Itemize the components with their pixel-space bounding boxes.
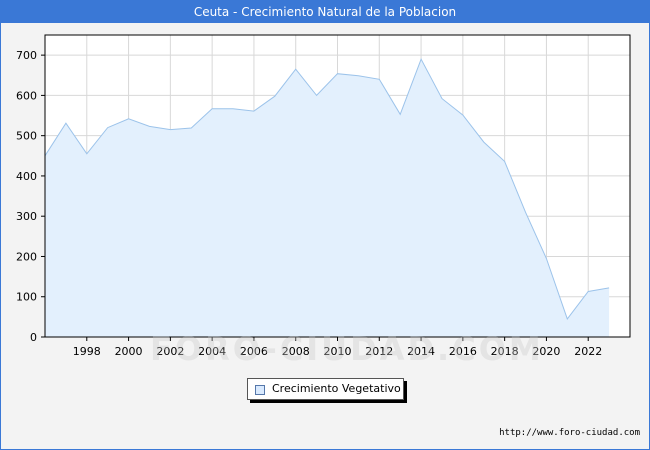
- source-url: http://www.foro-ciudad.com: [499, 428, 640, 438]
- x-tick-label: 1998: [73, 345, 101, 358]
- x-tick-label: 2006: [240, 345, 268, 358]
- x-tick-label: 2016: [449, 345, 477, 358]
- watermark-text: FORO-CIUDAD.COM: [150, 330, 544, 368]
- legend: Crecimiento Vegetativo: [247, 378, 404, 400]
- series-line: [44, 57, 610, 320]
- x-tick-label: 2004: [198, 345, 226, 358]
- y-tick-label: 700: [16, 49, 37, 62]
- y-tick-label: 500: [16, 130, 37, 143]
- legend-swatch: [255, 385, 265, 395]
- x-tick-label: 2014: [407, 345, 435, 358]
- x-tick-label: 2010: [324, 345, 352, 358]
- x-tick-label: 2008: [282, 345, 310, 358]
- x-tick-label: 2000: [115, 345, 143, 358]
- x-tick-label: 2012: [365, 345, 393, 358]
- y-tick-label: 100: [16, 291, 37, 304]
- y-tick-label: 400: [16, 170, 37, 183]
- y-tick-label: 300: [16, 210, 37, 223]
- x-tick-label: 2002: [156, 345, 184, 358]
- legend-label: Crecimiento Vegetativo: [272, 382, 401, 395]
- x-tick-label: 2018: [491, 345, 519, 358]
- y-tick-label: 200: [16, 250, 37, 263]
- x-tick-label: 2022: [574, 345, 602, 358]
- x-tick-label: 2020: [532, 345, 560, 358]
- y-tick-label: 600: [16, 89, 37, 102]
- y-tick-label: 0: [30, 331, 37, 344]
- chart-title: Ceuta - Crecimiento Natural de la Poblac…: [1, 1, 649, 23]
